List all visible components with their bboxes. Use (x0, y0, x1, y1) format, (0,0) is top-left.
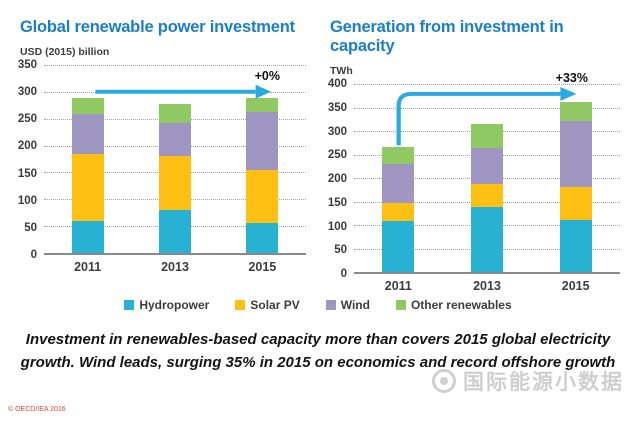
copyright-text: © OECD/IEA 2016 (8, 406, 66, 413)
charts-row: Global renewable power investment USD (2… (14, 18, 620, 293)
bar-segment-solar-pv (71, 153, 104, 221)
y-tick-label: 150 (17, 167, 37, 180)
growth-annotation-up: +33% (555, 71, 588, 85)
bar-segment-solar-pv (246, 169, 279, 224)
x-tick-label: 2011 (74, 260, 102, 274)
growth-annotation-flat: +0% (254, 69, 280, 83)
plot-area-investment: +0% 2011 2013 2015 (44, 65, 306, 274)
bar-segment-wind (382, 164, 415, 204)
legend-item-wind: Wind (325, 298, 370, 312)
plot-area-generation: +33% 2011 2013 2015 (354, 71, 620, 293)
bar-segment-other-renewables (71, 98, 104, 115)
bar-segment-wind (71, 114, 104, 154)
legend-label: Solar PV (250, 298, 300, 312)
bar-segment-wind (159, 123, 191, 157)
y-tick-label: 200 (17, 140, 37, 153)
stacked-bar-chart-generation: 0 50 100 150 200 250 300 350 400 +33% 2011 2013 20… (324, 71, 620, 293)
bar-segment-hydropower (71, 220, 104, 253)
bar-segment-other-renewables (559, 101, 592, 122)
y-tick-label: 250 (17, 113, 37, 126)
stacked-bar-2013 (471, 84, 503, 272)
stacked-bar-2011 (71, 65, 104, 253)
y-axis-investment: 0 50 100 150 200 250 300 350 (14, 59, 44, 261)
chart-title-generation: Generation from investment in capacity (330, 18, 564, 55)
bar-segment-hydropower (246, 223, 279, 253)
legend-swatch-icon (124, 300, 135, 310)
stacked-bar-2015 (559, 84, 592, 272)
legend-swatch-icon (395, 300, 406, 310)
legend-swatch-icon (325, 300, 336, 310)
x-tick-label: 2015 (248, 260, 277, 274)
bar-segment-other-renewables (382, 147, 415, 165)
bar-segment-hydropower (471, 206, 503, 272)
growth-arrow-flat (95, 84, 272, 99)
chart-title-investment: Global renewable power investment (20, 18, 295, 36)
bar-segment-hydropower (559, 219, 592, 272)
bar-segment-other-renewables (159, 103, 191, 124)
bar-segment-solar-pv (559, 187, 592, 220)
chart-legend: Hydropower Solar PV Wind Other renewables (0, 298, 636, 312)
y-tick-label: 50 (24, 221, 37, 234)
y-tick-label: 350 (17, 59, 37, 71)
y-tick-label: 300 (17, 86, 37, 99)
bar-segment-wind (246, 112, 279, 170)
bar-segment-hydropower (382, 221, 415, 272)
growth-arrow-up (396, 86, 577, 146)
x-tick-label: 2015 (561, 279, 590, 293)
bar-segment-solar-pv (159, 156, 191, 211)
bar-segment-other-renewables (471, 123, 503, 149)
chart-panel-investment: Global renewable power investment USD (2… (14, 18, 306, 274)
y-tick-label: 150 (327, 196, 347, 209)
bar-segment-wind (559, 121, 592, 188)
x-tick-label: 2011 (384, 279, 412, 293)
gridline (354, 84, 620, 85)
y-tick-label: 350 (327, 101, 347, 114)
legend-label: Hydropower (139, 298, 210, 312)
x-tick-label: 2013 (161, 260, 189, 274)
bar-segment-solar-pv (382, 203, 415, 222)
gridline (44, 65, 306, 66)
chart-panel-generation: Generation from investment in capacity T… (324, 18, 620, 293)
y-tick-label: 400 (327, 78, 347, 90)
y-tick-label: 0 (30, 249, 37, 261)
bar-segment-solar-pv (471, 183, 503, 207)
bar-segment-hydropower (159, 210, 191, 253)
caption-text: Investment in renewables-based capacity … (20, 331, 616, 371)
gridline (354, 107, 620, 109)
legend-item-other-renewables: Other renewables (395, 298, 512, 312)
axis-unit-investment: USD (2015) billion (20, 46, 110, 58)
stacked-bar-chart-investment: 0 50 100 150 200 250 300 350 +0% 2011 2013 2015 (14, 59, 306, 274)
y-tick-label: 50 (334, 244, 347, 257)
bar-segment-other-renewables (246, 98, 279, 113)
axis-unit-generation: TWh (330, 65, 353, 77)
y-tick-label: 200 (327, 173, 347, 185)
y-axis-generation: 0 50 100 150 200 250 300 350 400 (324, 78, 354, 280)
legend-label: Wind (340, 298, 370, 312)
stacked-bar-2011 (382, 84, 415, 272)
stacked-bar-2015 (246, 65, 279, 253)
legend-label: Other renewables (410, 298, 512, 312)
legend-item-hydropower: Hydropower (124, 298, 209, 312)
y-tick-label: 250 (327, 149, 347, 162)
y-tick-label: 100 (327, 220, 347, 233)
x-tick-label: 2013 (473, 279, 501, 293)
y-tick-label: 100 (17, 194, 37, 207)
bar-segment-wind (471, 148, 503, 184)
stacked-bar-2013 (159, 65, 191, 253)
y-tick-label: 0 (340, 268, 347, 280)
legend-item-solar-pv: Solar PV (235, 298, 300, 312)
legend-swatch-icon (235, 300, 246, 310)
y-tick-label: 300 (327, 125, 347, 138)
